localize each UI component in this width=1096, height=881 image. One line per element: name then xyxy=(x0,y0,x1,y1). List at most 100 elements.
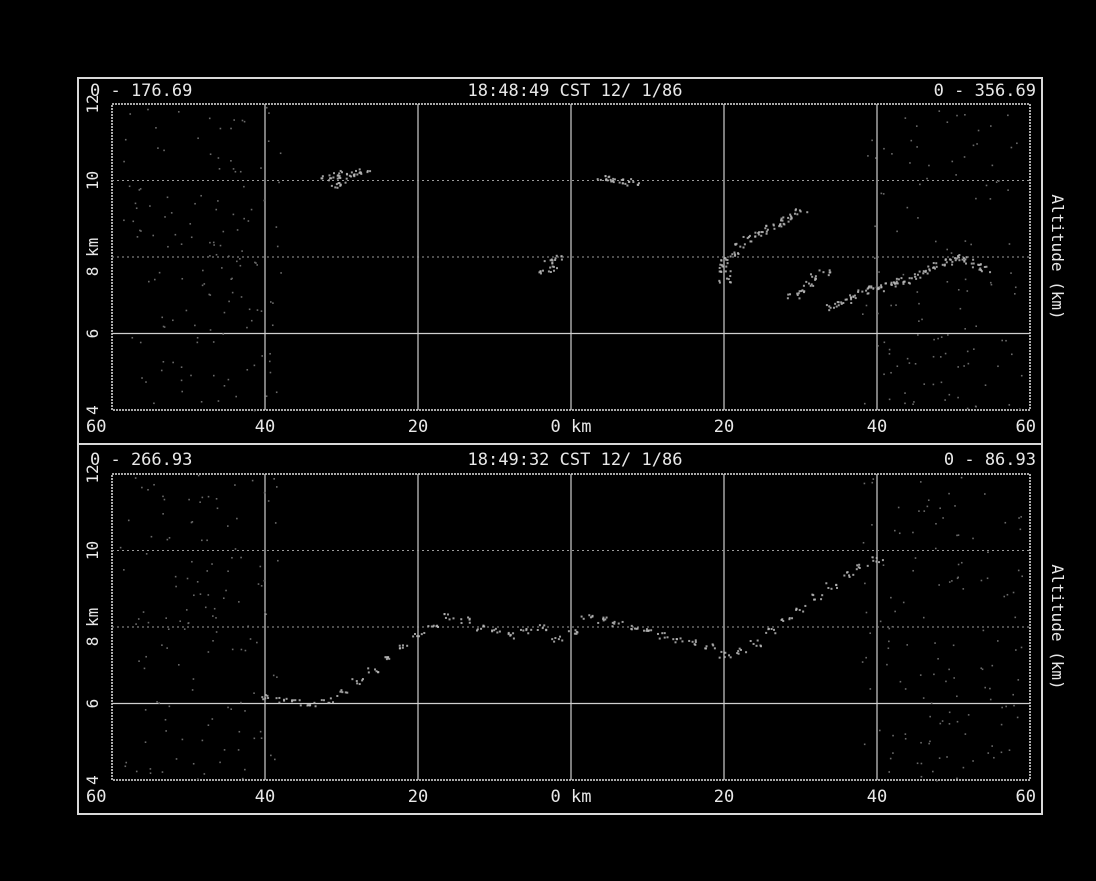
top-echo-point xyxy=(551,262,554,265)
bottom-noise-speck xyxy=(956,534,958,537)
bottom-noise-speck xyxy=(165,617,167,619)
bottom-echo-point xyxy=(444,616,447,619)
top-echo-point xyxy=(979,263,982,266)
top-noise-speck xyxy=(162,325,165,328)
top-noise-speck xyxy=(878,271,880,273)
top-echo-point xyxy=(880,284,883,287)
bottom-echo-point xyxy=(711,643,714,646)
bottom-noise-speck xyxy=(213,607,216,610)
top-echo-point xyxy=(330,184,333,187)
top-echo-point xyxy=(798,290,801,293)
top-noise-speck xyxy=(964,328,966,330)
bottom-echo-point xyxy=(266,694,269,697)
top-echo-point xyxy=(825,304,828,307)
top-echo-point xyxy=(814,278,817,281)
top-noise-speck xyxy=(243,217,245,220)
top-echo-point xyxy=(725,265,728,268)
bottom-echo-point xyxy=(412,635,415,638)
top-echo-point xyxy=(778,225,781,228)
bottom-x-tick-label: 20 xyxy=(408,787,428,807)
top-echo-point xyxy=(733,251,736,254)
bottom-noise-speck xyxy=(939,722,942,725)
bottom-echo-point xyxy=(401,646,404,649)
bottom-noise-speck xyxy=(1021,575,1024,578)
bottom-echo-point xyxy=(290,699,293,702)
top-echo-point xyxy=(344,181,347,184)
top-noise-speck xyxy=(910,139,913,142)
top-noise-speck xyxy=(243,185,245,188)
top-echo-point xyxy=(951,260,954,263)
bottom-echo-point xyxy=(385,656,388,659)
bottom-noise-speck xyxy=(1018,517,1020,519)
bottom-noise-speck xyxy=(862,541,865,544)
top-echo-point xyxy=(790,217,793,220)
top-echo-point xyxy=(806,211,809,214)
bottom-noise-speck xyxy=(201,739,204,742)
top-echo-point xyxy=(782,216,785,219)
top-echo-point xyxy=(599,178,602,181)
top-noise-speck xyxy=(268,360,271,363)
top-noise-speck xyxy=(128,185,131,188)
top-noise-speck xyxy=(944,352,947,355)
bottom-noise-speck xyxy=(904,737,907,740)
bottom-noise-speck xyxy=(871,481,874,484)
bottom-echo-layer xyxy=(119,474,1024,782)
top-echo-point xyxy=(734,243,737,246)
top-echo-point xyxy=(350,175,353,178)
bottom-echo-point xyxy=(602,619,605,622)
top-echo-point xyxy=(621,182,624,185)
bottom-echo-point xyxy=(496,631,499,634)
top-echo-point xyxy=(543,260,546,263)
top-noise-speck xyxy=(241,250,243,252)
bottom-noise-speck xyxy=(930,702,933,705)
bottom-noise-speck xyxy=(253,737,256,740)
top-echo-point xyxy=(360,172,363,175)
bottom-y-tick-label: 8 km xyxy=(83,608,102,647)
top-noise-speck xyxy=(975,197,977,200)
top-noise-speck xyxy=(997,180,1000,182)
top-echo-point xyxy=(728,281,731,284)
top-noise-speck xyxy=(181,277,184,280)
top-noise-speck xyxy=(231,277,233,280)
bottom-noise-speck xyxy=(1000,751,1003,754)
top-noise-speck xyxy=(185,309,188,312)
bottom-echo-point xyxy=(658,637,661,640)
top-noise-speck xyxy=(230,160,232,162)
top-echo-point xyxy=(765,230,768,233)
top-noise-speck xyxy=(1008,404,1011,406)
bottom-noise-speck xyxy=(1017,679,1020,681)
top-noise-speck xyxy=(158,271,161,274)
top-noise-speck xyxy=(973,348,975,350)
bottom-echo-point xyxy=(264,693,267,696)
top-noise-speck xyxy=(139,229,141,232)
top-noise-speck xyxy=(131,336,134,339)
bottom-noise-speck xyxy=(991,664,994,667)
top-echo-point xyxy=(366,171,369,174)
bottom-noise-speck xyxy=(124,765,127,768)
bottom-echo-point xyxy=(512,637,515,640)
bottom-echo-point xyxy=(386,656,389,659)
bottom-noise-speck xyxy=(230,708,233,710)
top-echo-point xyxy=(894,285,897,288)
top-noise-speck xyxy=(918,302,920,305)
bottom-noise-speck xyxy=(251,479,254,482)
bottom-noise-speck xyxy=(149,772,152,774)
bottom-noise-speck xyxy=(954,505,956,507)
top-echo-point xyxy=(737,252,740,255)
bottom-noise-speck xyxy=(956,777,958,780)
bottom-noise-speck xyxy=(125,761,128,764)
bottom-noise-speck xyxy=(888,771,891,773)
top-noise-speck xyxy=(890,371,892,374)
bottom-echo-point xyxy=(602,616,605,619)
top-echo-point xyxy=(345,177,348,180)
top-noise-speck xyxy=(972,144,975,147)
bottom-noise-speck xyxy=(211,718,214,720)
top-noise-speck xyxy=(921,318,923,321)
bottom-noise-speck xyxy=(240,556,242,559)
bottom-noise-speck xyxy=(889,757,892,760)
bottom-noise-speck xyxy=(914,557,917,559)
top-noise-speck xyxy=(155,127,157,129)
top-echo-point xyxy=(612,181,615,184)
top-echo-point xyxy=(957,256,960,259)
top-echo-point xyxy=(330,177,333,180)
